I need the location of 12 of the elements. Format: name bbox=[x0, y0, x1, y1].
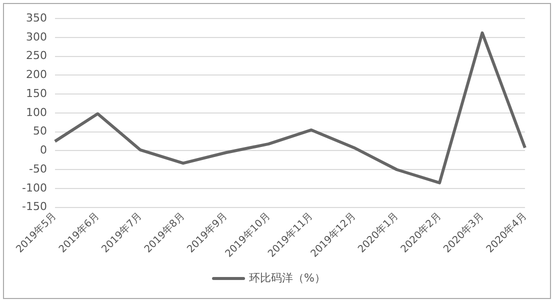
legend-label: 环比码洋（%） bbox=[249, 271, 326, 284]
y-tick-label: 50 bbox=[32, 124, 47, 138]
y-tick-label: 300 bbox=[26, 30, 47, 44]
y-tick-label: -50 bbox=[28, 162, 47, 176]
y-tick-label: 100 bbox=[26, 106, 47, 119]
y-tick-label: 0 bbox=[40, 144, 47, 157]
y-tick-label: 250 bbox=[26, 49, 47, 62]
y-tick-label: -150 bbox=[22, 200, 47, 214]
y-tick-label: 200 bbox=[26, 68, 47, 82]
y-tick-label: 350 bbox=[26, 11, 47, 24]
y-tick-label: 150 bbox=[26, 86, 47, 100]
y-tick-label: -100 bbox=[22, 181, 47, 194]
